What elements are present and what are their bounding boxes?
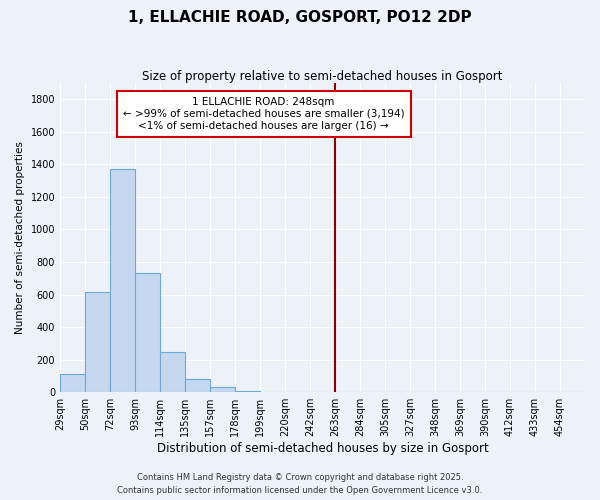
Bar [210, 386, 235, 392]
Bar [185, 379, 210, 392]
Text: 1, ELLACHIE ROAD, GOSPORT, PO12 2DP: 1, ELLACHIE ROAD, GOSPORT, PO12 2DP [128, 10, 472, 25]
Title: Size of property relative to semi-detached houses in Gosport: Size of property relative to semi-detach… [142, 70, 503, 83]
X-axis label: Distribution of semi-detached houses by size in Gosport: Distribution of semi-detached houses by … [157, 442, 488, 455]
Text: 1 ELLACHIE ROAD: 248sqm
← >99% of semi-detached houses are smaller (3,194)
<1% o: 1 ELLACHIE ROAD: 248sqm ← >99% of semi-d… [123, 98, 404, 130]
Bar [85, 292, 110, 392]
Bar [60, 374, 85, 392]
Text: Contains HM Land Registry data © Crown copyright and database right 2025.
Contai: Contains HM Land Registry data © Crown c… [118, 474, 482, 495]
Bar [235, 390, 260, 392]
Bar [110, 170, 135, 392]
Bar [160, 352, 185, 392]
Bar [135, 274, 160, 392]
Y-axis label: Number of semi-detached properties: Number of semi-detached properties [15, 141, 25, 334]
